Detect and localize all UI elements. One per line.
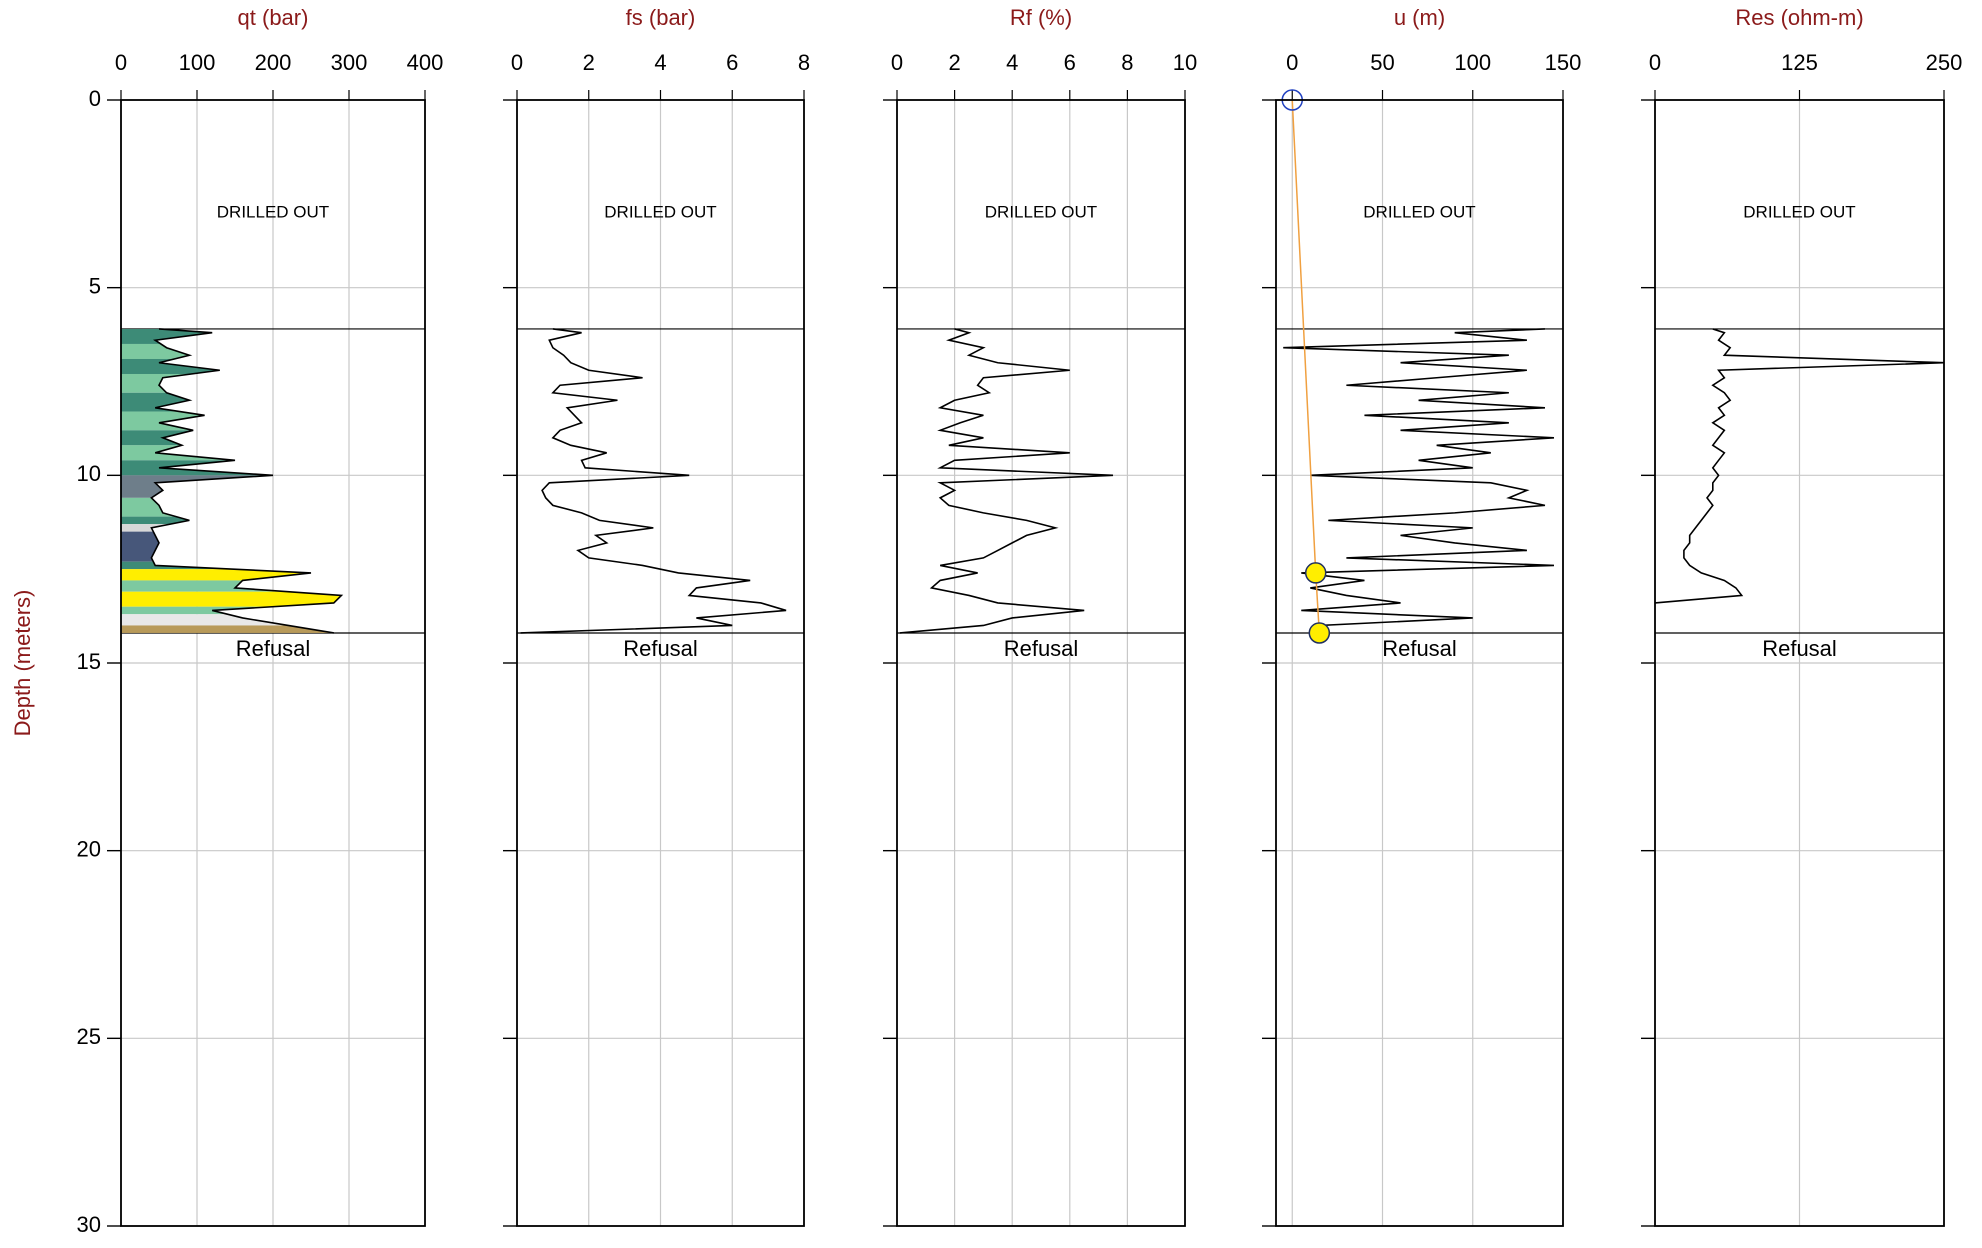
- x-tick-label: 8: [798, 50, 810, 75]
- drilled-out-label: DRILLED OUT: [1743, 202, 1855, 221]
- x-tick-label: 10: [1173, 50, 1197, 75]
- soil-layer: [121, 580, 342, 592]
- panel-frame: [896, 99, 1186, 1227]
- x-tick-label: 2: [583, 50, 595, 75]
- profile-line: [520, 328, 787, 634]
- panel-title: Res (ohm-m): [1735, 5, 1863, 30]
- refusal-label: Refusal: [1762, 636, 1837, 661]
- y-tick-label: 0: [89, 86, 101, 111]
- x-tick-label: 0: [115, 50, 127, 75]
- y-tick-label: 30: [77, 1212, 101, 1237]
- y-tick-label: 25: [77, 1024, 101, 1049]
- x-tick-label: 300: [331, 50, 368, 75]
- x-tick-label: 4: [654, 50, 666, 75]
- y-tick-label: 15: [77, 649, 101, 674]
- panel-title: qt (bar): [238, 5, 309, 30]
- drilled-out-label: DRILLED OUT: [985, 202, 1097, 221]
- refusal-label: Refusal: [236, 636, 311, 661]
- y-tick-label: 10: [77, 461, 101, 486]
- x-tick-label: 0: [1286, 50, 1298, 75]
- soil-layer: [121, 569, 342, 581]
- x-tick-label: 100: [1454, 50, 1491, 75]
- refusal-label: Refusal: [1382, 636, 1457, 661]
- panel-frame: [120, 99, 426, 1227]
- profile-line: [899, 328, 1114, 634]
- x-tick-label: 0: [511, 50, 523, 75]
- y-tick-label: 20: [77, 836, 101, 861]
- drilled-out-label: DRILLED OUT: [1363, 202, 1475, 221]
- panel-title: fs (bar): [626, 5, 696, 30]
- panel-frame: [1654, 99, 1945, 1227]
- profile-line: [150, 328, 344, 634]
- panel-title: Rf (%): [1010, 5, 1072, 30]
- x-tick-label: 8: [1121, 50, 1133, 75]
- y-tick-label: 5: [89, 273, 101, 298]
- x-tick-label: 6: [1064, 50, 1076, 75]
- x-tick-label: 4: [1006, 50, 1018, 75]
- panel-frame: [1275, 99, 1564, 1227]
- panel-frame: [516, 99, 805, 1227]
- x-tick-label: 250: [1926, 50, 1963, 75]
- x-tick-label: 400: [407, 50, 444, 75]
- hydrostatic-line: [1291, 99, 1321, 634]
- pore-pressure-point: [1308, 622, 1331, 644]
- drilled-out-label: DRILLED OUT: [604, 202, 716, 221]
- x-tick-label: 0: [1649, 50, 1661, 75]
- depth-axis-label: Depth (meters): [10, 590, 35, 737]
- x-tick-label: 6: [726, 50, 738, 75]
- soil-layer: [121, 625, 342, 633]
- x-tick-label: 0: [891, 50, 903, 75]
- panel-title: u (m): [1394, 5, 1445, 30]
- profile-line: [1654, 328, 1945, 604]
- x-tick-label: 200: [255, 50, 292, 75]
- pore-pressure-point: [1304, 562, 1327, 584]
- refusal-label: Refusal: [623, 636, 698, 661]
- profile-line: [1283, 328, 1555, 633]
- drilled-out-label: DRILLED OUT: [217, 202, 329, 221]
- x-tick-label: 150: [1545, 50, 1582, 75]
- x-tick-label: 50: [1370, 50, 1394, 75]
- x-tick-label: 2: [948, 50, 960, 75]
- x-tick-label: 125: [1781, 50, 1818, 75]
- soil-layer: [121, 591, 342, 607]
- soil-layer: [121, 614, 342, 626]
- refusal-label: Refusal: [1004, 636, 1079, 661]
- x-tick-label: 100: [179, 50, 216, 75]
